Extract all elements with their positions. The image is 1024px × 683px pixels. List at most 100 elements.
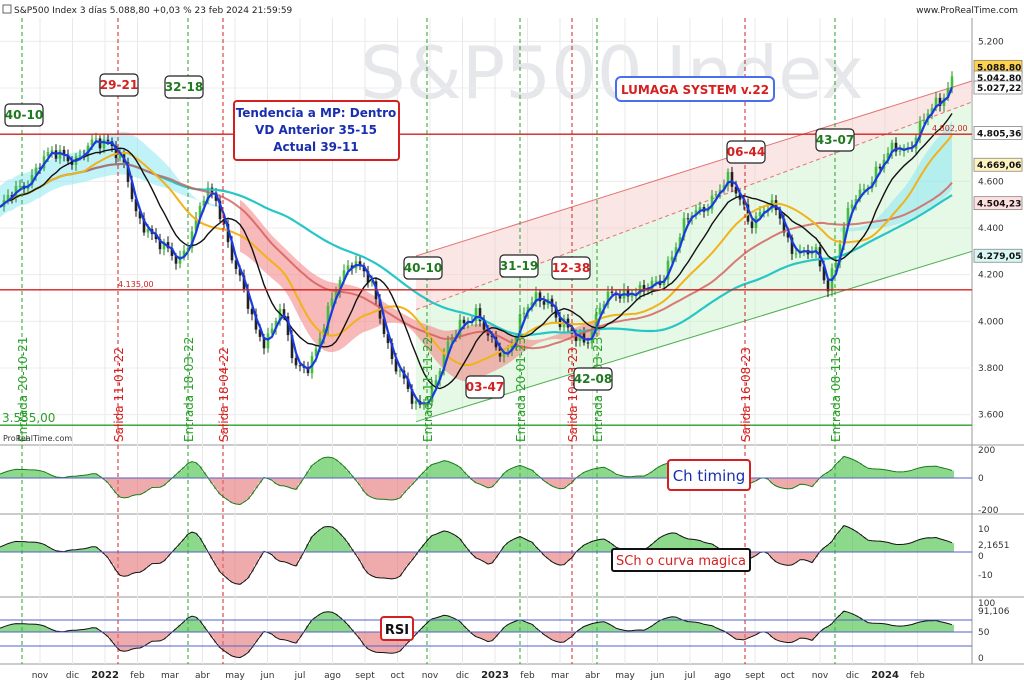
candle-body: [422, 404, 426, 406]
candle-body: [518, 314, 522, 337]
candle-body: [366, 271, 370, 283]
sub-tick-label: 2,1651: [978, 541, 1010, 551]
x-tick-label: jun: [260, 671, 275, 681]
candle-body: [346, 265, 350, 271]
candle-body: [814, 247, 818, 253]
candle-body: [126, 162, 130, 182]
x-tick-label: dic: [846, 671, 859, 681]
candle-body: [338, 279, 342, 292]
candle-body: [202, 200, 206, 207]
candle-body: [946, 88, 950, 98]
price-badge-label: 4.805,36: [977, 129, 1021, 139]
candle-body: [854, 198, 858, 205]
candle-body: [538, 292, 542, 302]
candle-body: [778, 210, 782, 219]
score-box: [465, 375, 505, 399]
signal-label: Entrada 20-01-23: [514, 337, 528, 442]
score-label: 29-21: [100, 78, 138, 92]
candle-body: [606, 291, 610, 305]
tendencia-box: Tendencia a MP: Dentro VD Anterior 35-15…: [233, 100, 400, 161]
candle-body: [170, 248, 174, 256]
sub-tick-label: 50: [978, 628, 990, 638]
score-box: [499, 254, 539, 278]
horizontal-levels: 4.802,00 4.135,00 3.555,00: [0, 124, 972, 426]
score-label: 42-08: [574, 372, 612, 386]
credit-label: ProRealTime.com: [3, 434, 72, 443]
x-tick-label: ago: [714, 671, 731, 681]
y-tick-label: 4.400: [978, 224, 1004, 234]
x-tick-label: oct: [391, 671, 405, 681]
price-badge: [973, 80, 1023, 95]
sub-line: [0, 455, 953, 506]
candle-body: [66, 155, 70, 162]
candle-body: [326, 306, 330, 329]
candle-body: [262, 336, 266, 349]
candle-body: [198, 206, 202, 218]
sub-tick-label: 0: [978, 552, 984, 562]
candle-body: [174, 255, 178, 264]
y-tick-label: 3.600: [978, 411, 1004, 421]
candle-body: [34, 167, 38, 176]
candle-body: [922, 119, 926, 122]
candle-body: [382, 318, 386, 334]
candle-body: [458, 319, 462, 336]
candle-body: [694, 210, 698, 216]
site-url: www.ProRealTime.com: [916, 6, 1018, 16]
rsi-title: RSI: [385, 623, 409, 638]
candle-body: [490, 335, 494, 338]
sub-tick-label: 0: [978, 654, 984, 664]
candle-body: [414, 400, 418, 404]
sub-tick-label: 10: [978, 525, 990, 535]
candle-body: [678, 237, 682, 248]
channel-lower-line: [415, 250, 973, 423]
score-box: [815, 128, 855, 152]
sub-line: [0, 610, 953, 659]
candle-body: [630, 295, 634, 297]
candle-body: [570, 327, 574, 334]
candle-body: [38, 167, 42, 169]
candle-body: [70, 161, 74, 165]
score-label: 40-10: [5, 108, 43, 122]
x-tick-label: may: [225, 671, 245, 681]
price-badge-label: 4.669,06: [977, 161, 1021, 171]
candle-body: [358, 261, 362, 266]
candle-body: [218, 200, 222, 220]
candle-body: [826, 280, 830, 292]
candle-body: [342, 270, 346, 280]
ma50-line: [0, 134, 953, 367]
score-label: 03-47: [466, 380, 504, 394]
timing-title-box: Ch timing: [667, 459, 751, 491]
candle-body: [178, 256, 182, 264]
candle-body: [398, 370, 402, 372]
candle-body: [234, 260, 238, 269]
candle-body: [774, 200, 778, 211]
signal-label: Salida 11-01-22: [112, 347, 126, 442]
candle-body: [362, 265, 366, 272]
candle-body: [330, 298, 334, 307]
x-tick-label: ago: [324, 671, 341, 681]
candle-body: [682, 218, 686, 238]
candle-body: [446, 341, 450, 354]
y-tick-label: 4.200: [978, 271, 1004, 281]
candle-body: [850, 204, 854, 209]
x-tick-label: jul: [684, 671, 696, 681]
candle-body: [878, 166, 882, 169]
candle-body: [390, 343, 394, 360]
header-square-icon: [2, 4, 12, 14]
level-label: 3.555,00: [2, 411, 55, 425]
signal-lines: Entrada 20-10-21 Salida 11-01-22 Entrada 1…: [16, 18, 843, 664]
candle-body: [134, 199, 138, 212]
candle-body: [822, 266, 826, 281]
candle-body: [106, 139, 110, 142]
chart-header-title: S&P500 Index 3 días 5.088,80 +0,03 % 23 …: [14, 6, 293, 16]
x-tick-label: abr: [195, 671, 210, 681]
candle-body: [278, 309, 282, 321]
candle-body: [834, 262, 838, 269]
candle-body: [726, 172, 730, 186]
candle-body: [862, 188, 866, 190]
y-tick-label: 4.600: [978, 177, 1004, 187]
candle-body: [194, 217, 198, 232]
signal-label: Salida 10-03-23: [566, 347, 580, 442]
signal-label: Entrada 08-11-23: [829, 337, 843, 442]
